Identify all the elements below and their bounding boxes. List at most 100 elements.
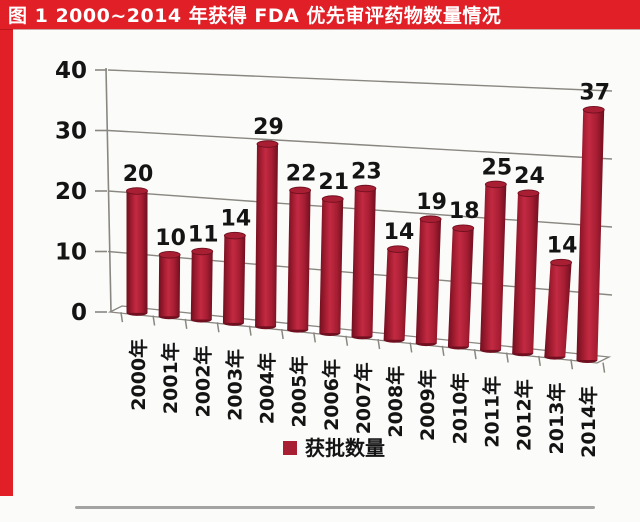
x-axis-label: 2003年	[223, 349, 246, 421]
x-axis-ticks	[120, 312, 606, 373]
figure-title-bar: 图 1 2000~2014 年获得 FDA 优先审评药物数量情况	[0, 0, 640, 29]
gridline-40	[107, 69, 613, 92]
x-axis-label: 2008年	[384, 366, 407, 438]
bar-body	[447, 228, 474, 347]
x-axis-label: 2006年	[320, 359, 343, 431]
bar-body	[480, 184, 507, 350]
bar-value-label: 14	[221, 207, 252, 232]
bar-body	[576, 109, 605, 360]
x-tick	[505, 352, 509, 363]
y-tick-label-10: 10	[55, 240, 87, 266]
x-axis-label: 2001年	[159, 342, 182, 414]
bar-2011	[480, 180, 507, 353]
bar-body	[383, 249, 409, 340]
x-tick	[216, 322, 220, 333]
bar-2012	[512, 189, 540, 357]
bottom-separator	[75, 506, 595, 509]
bar-2013	[544, 258, 573, 360]
y-tick-label-40: 40	[55, 58, 87, 84]
bar-2003	[222, 231, 246, 326]
y-tick-label-0: 0	[71, 300, 87, 326]
bar-top-cap	[289, 186, 312, 195]
bar-top-cap	[223, 231, 246, 240]
bar-value-label: 21	[318, 170, 349, 195]
bar-top-cap	[419, 215, 442, 223]
bar-body	[287, 190, 311, 330]
x-tick	[441, 345, 445, 356]
x-tick	[345, 335, 349, 346]
bar-body	[255, 144, 278, 327]
bar-top-cap	[387, 245, 409, 253]
bar-2009	[415, 215, 442, 347]
bar-2008	[383, 245, 409, 343]
bar-2014	[576, 105, 605, 363]
bar-top-cap	[550, 258, 573, 267]
x-tick	[473, 349, 477, 360]
chart-area: 0 10 20 30 40 20 10 11 14 29 22 21 23 14 19 18 25 24 14 37 2…	[0, 29, 640, 496]
bar-body	[158, 254, 181, 317]
bar-value-label: 37	[579, 81, 610, 106]
bar-value-label: 14	[547, 234, 578, 259]
x-tick	[409, 342, 413, 353]
x-axis-label: 2010年	[448, 372, 471, 444]
bar-top-cap	[517, 189, 540, 197]
bar-top-cap	[582, 105, 605, 114]
gridline-30	[107, 129, 613, 160]
bar-2004	[255, 140, 279, 330]
x-axis-label: 2004年	[256, 352, 279, 424]
bar-value-label: 19	[416, 190, 447, 215]
x-axis-label: 2000年	[127, 339, 150, 411]
gridlines: 0 10 20 30 40	[55, 58, 613, 326]
x-tick	[184, 318, 188, 329]
x-axis-label: 2009年	[416, 369, 439, 441]
x-tick	[602, 362, 606, 373]
bar-body	[190, 251, 213, 320]
bar-top-cap	[354, 184, 377, 193]
x-tick	[248, 325, 252, 336]
legend-label: 获批数量	[305, 436, 385, 460]
y-tick-label-20: 20	[55, 179, 87, 205]
bar-value-label: 22	[286, 161, 317, 186]
bar-value-label: 10	[155, 226, 186, 251]
x-tick	[570, 359, 574, 370]
bar-2001	[158, 251, 181, 320]
x-axis-label: 2013年	[545, 383, 568, 455]
x-tick	[152, 315, 156, 326]
figure-title: 图 1 2000~2014 年获得 FDA 优先审评药物数量情况	[8, 5, 502, 27]
bar-value-label: 29	[253, 115, 284, 140]
bar-value-label: 23	[351, 160, 382, 185]
bar-value-label: 25	[482, 155, 513, 180]
x-axis-label: 2014年	[577, 386, 600, 458]
bar-body	[351, 188, 376, 337]
x-tick	[538, 355, 541, 367]
bar-value-label: 11	[188, 222, 219, 247]
bar-body	[126, 190, 148, 313]
x-axis-label: 2012年	[513, 379, 536, 451]
y-tick-label-30: 30	[55, 119, 87, 145]
x-tick	[280, 328, 284, 340]
bar-body	[544, 262, 572, 357]
bar-2005	[287, 186, 312, 333]
bar-value-label: 14	[384, 220, 415, 245]
chart-legend: 获批数量	[283, 438, 385, 458]
x-tick	[313, 332, 317, 343]
x-axis-label: 2005年	[288, 356, 311, 428]
bar-top-cap	[321, 195, 344, 203]
x-axis-label: 2011年	[481, 376, 504, 448]
x-axis-labels: 2000年 2001年 2002年 2003年 2004年 2005年 2006年 2007年…	[127, 339, 600, 458]
bar-body	[415, 219, 442, 344]
bar-2002	[190, 247, 214, 323]
bar-top-cap	[158, 251, 181, 259]
bar-value-label: 20	[123, 162, 154, 187]
bar-2006	[319, 195, 344, 337]
x-axis-label: 2007年	[352, 362, 375, 434]
bar-2000	[126, 187, 148, 316]
bar-value-label: 18	[449, 199, 480, 224]
x-axis-label: 2002年	[191, 346, 214, 418]
x-tick	[377, 338, 381, 350]
bar-top-cap	[256, 140, 279, 148]
y-axis-line	[105, 67, 112, 313]
bar-body	[512, 193, 539, 354]
